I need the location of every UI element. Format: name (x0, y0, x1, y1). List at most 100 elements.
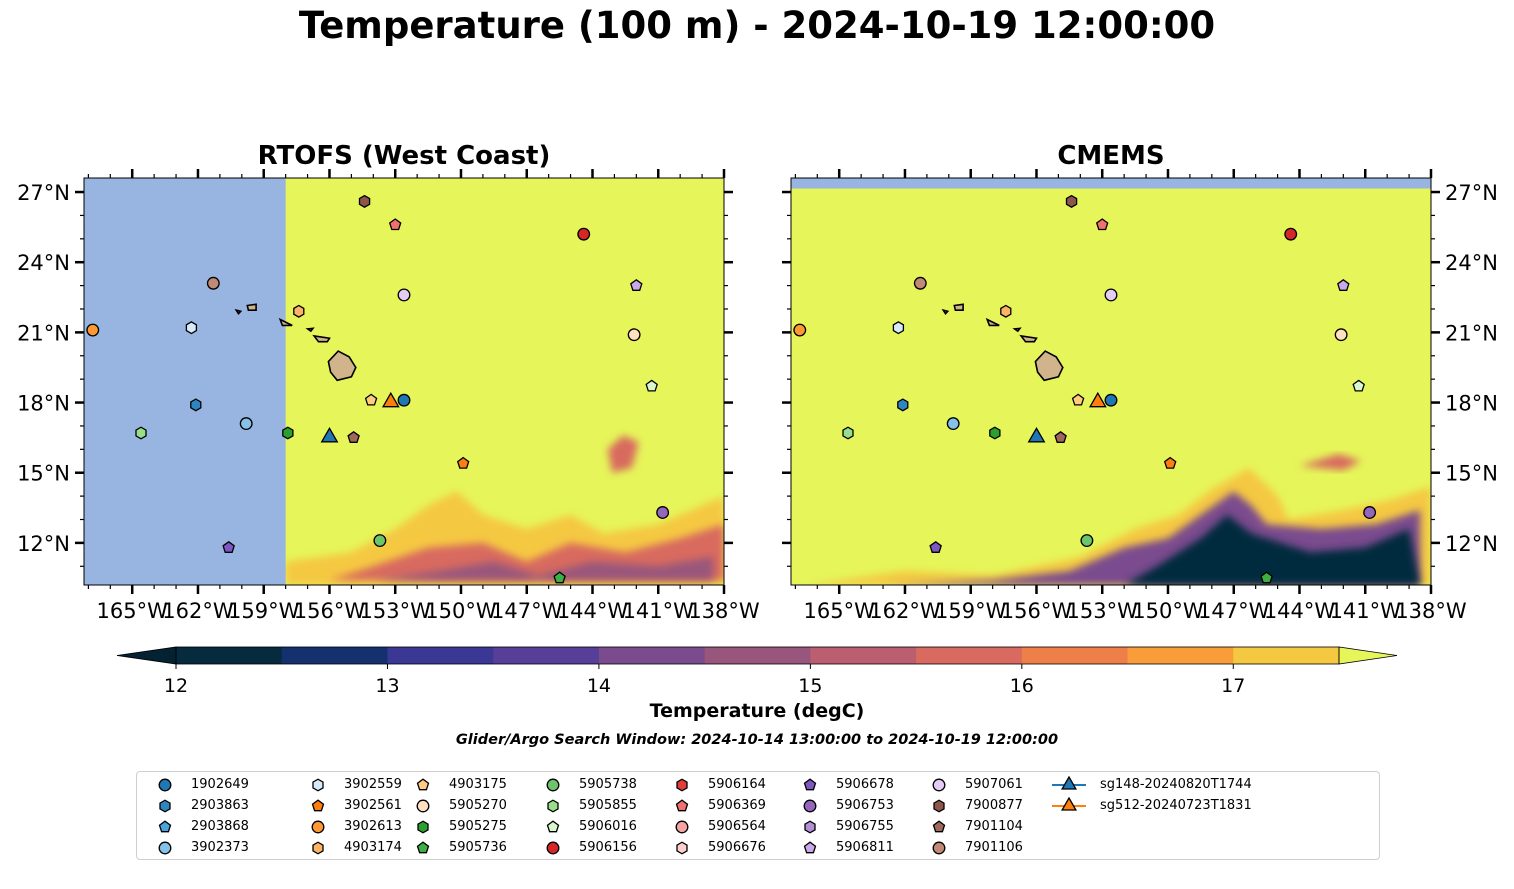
colorbar-tick-label: 15 (798, 675, 822, 697)
marker-5905736 (1260, 571, 1273, 584)
marker-4903175 (1071, 393, 1085, 406)
island (941, 308, 950, 316)
marker-3902373 (239, 417, 253, 431)
x-tick-label: 159°W (935, 599, 1007, 623)
marker-4903174 (293, 304, 305, 318)
y-tick-label: 12°N (1445, 532, 1498, 556)
legend-glider-marker (1060, 776, 1078, 790)
marker-5906753 (656, 506, 670, 519)
colorbar-bin (281, 647, 388, 664)
legend-label: 5906156 (579, 840, 637, 855)
legend-float-marker (547, 799, 559, 813)
legend-label: sg148-20240820T1744 (1100, 777, 1252, 792)
marker-3902613 (86, 323, 100, 337)
legend: 1902649 2903863 2903868 3902373 3902559 39025… (136, 771, 1380, 860)
legend-float-marker (804, 820, 816, 834)
y-tick-label: 24°N (17, 251, 70, 275)
legend-float-marker (546, 778, 560, 792)
legend-label: 2903863 (191, 798, 249, 813)
legend-marker (546, 841, 560, 855)
legend-marker (312, 778, 324, 792)
island (246, 303, 257, 311)
legend-marker (416, 778, 430, 791)
marker-5906811 (630, 278, 643, 291)
map-frames: 165°W162°W159°W156°W153°W150°W147°W144°W… (17, 169, 1498, 623)
legend-marker (803, 799, 817, 813)
legend-label: 5905736 (449, 840, 507, 855)
legend-float-marker (676, 841, 688, 855)
x-tick-label: 141°W (623, 599, 695, 623)
legend-marker (547, 799, 559, 813)
legend-marker (675, 799, 689, 812)
legend-float-marker (803, 841, 817, 854)
marker-2903863 (897, 398, 909, 412)
marker-1902649 (397, 393, 411, 407)
marker-5906369 (388, 218, 402, 231)
legend-label: 5905855 (579, 798, 637, 813)
y-tick-label: 27°N (17, 181, 70, 205)
x-tick-label: 159°W (228, 599, 300, 623)
legend-marker (803, 778, 817, 791)
colorbar-tick-label: 17 (1221, 675, 1245, 697)
legend-marker (932, 841, 946, 855)
colorbar-frame (175, 646, 1340, 665)
colorbar-bin (598, 647, 706, 664)
marker-5906156 (577, 227, 591, 241)
marker-5906156 (1284, 227, 1298, 241)
legend-label: 7901104 (965, 819, 1023, 834)
rtofs-map-panel (84, 178, 724, 585)
colorbar-tick-label: 13 (375, 675, 399, 697)
legend-marker (159, 799, 171, 813)
x-tick-label: 147°W (1198, 599, 1270, 623)
legend-marker (158, 778, 172, 792)
legend-float-marker (803, 799, 817, 813)
island (327, 350, 357, 382)
x-tick-label: 147°W (491, 599, 563, 623)
y-tick-label: 18°N (17, 392, 70, 416)
island (1019, 334, 1038, 343)
island (234, 308, 243, 316)
x-tick-label: 144°W (557, 599, 629, 623)
colorbar: 12 13 14 15 16 17 (116, 646, 1398, 697)
x-tick-label: 153°W (1067, 599, 1139, 623)
legend-label: 5906678 (836, 777, 894, 792)
marker-5905270 (627, 328, 641, 342)
legend-marker (933, 799, 945, 813)
marker-5906678 (929, 540, 942, 553)
legend-float-marker (159, 799, 171, 813)
marker-3902561 (456, 456, 470, 469)
y-tick-label: 15°N (1445, 462, 1498, 486)
legend-float-marker (932, 841, 946, 855)
colorbar-bin (1233, 647, 1340, 664)
legend-float-marker (416, 799, 430, 813)
legend-label: 3902561 (344, 798, 402, 813)
cmems-map-panel (791, 178, 1431, 585)
colorbar-bin (704, 647, 811, 664)
colorbar-over-extend (1338, 646, 1398, 665)
legend-float-marker (312, 841, 324, 855)
x-tick-label: 162°W (869, 599, 941, 623)
legend-float-marker (933, 799, 945, 813)
map-frame (790, 177, 1432, 586)
main-title: Temperature (100 m) - 2024-10-19 12:00:0… (298, 4, 1216, 47)
marker-4903175 (364, 393, 378, 406)
marker-7900877 (358, 194, 371, 208)
x-tick-label: 144°W (1264, 599, 1336, 623)
island (305, 327, 315, 333)
cool-eddy (1299, 454, 1361, 471)
x-tick-label: 165°W (804, 599, 876, 623)
legend-marker (804, 820, 816, 834)
x-tick-label: 141°W (1330, 599, 1402, 623)
map-frame (83, 177, 725, 586)
colorbar-tick-label: 12 (164, 675, 188, 697)
legend-marker (803, 841, 817, 854)
marker-sg512-20240723T1831 (1088, 391, 1107, 408)
legend-label: 3902559 (344, 777, 402, 792)
legend-marker (311, 799, 325, 812)
legend-marker (158, 820, 172, 833)
marker-3902559 (185, 321, 198, 335)
island (1012, 327, 1022, 333)
marker-3902561 (1163, 456, 1177, 469)
marker-5905275 (282, 426, 294, 440)
